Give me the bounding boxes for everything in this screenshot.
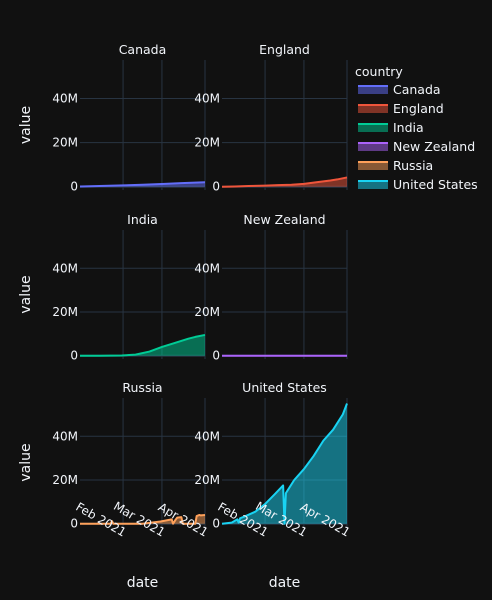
panel-title: United States bbox=[242, 380, 327, 395]
y-axis-title: value bbox=[18, 275, 34, 313]
panel-india: India 0 20M 40M bbox=[52, 212, 206, 363]
series-line-india bbox=[80, 333, 206, 357]
y-tick-label: 40M bbox=[194, 261, 220, 275]
legend-swatch bbox=[358, 124, 388, 132]
y-tick-label: 0 bbox=[70, 180, 78, 194]
panel-title: Russia bbox=[122, 380, 162, 395]
y-tick-label: 20M bbox=[194, 473, 220, 487]
series-line-england bbox=[221, 176, 348, 188]
legend-swatch bbox=[358, 181, 388, 189]
panel-title: Canada bbox=[119, 42, 167, 57]
area-fill-england bbox=[222, 177, 347, 187]
y-tick-label: 0 bbox=[70, 349, 78, 363]
panel-title: New Zealand bbox=[243, 212, 325, 227]
x-axis-title: date bbox=[127, 575, 159, 591]
legend-label: New Zealand bbox=[393, 139, 475, 154]
legend-item-russia[interactable]: Russia bbox=[358, 158, 433, 173]
legend-label: England bbox=[393, 101, 444, 116]
y-axis-title: value bbox=[18, 106, 34, 144]
area-fill-united-states bbox=[222, 403, 347, 524]
legend-item-united-states[interactable]: United States bbox=[358, 177, 478, 192]
panel-title: India bbox=[127, 212, 158, 227]
y-tick-label: 20M bbox=[194, 136, 220, 150]
y-tick-label: 0 bbox=[212, 349, 220, 363]
legend-label: India bbox=[393, 120, 424, 135]
panel-new-zealand: New Zealand 0 20M 40M bbox=[194, 212, 348, 363]
panel-title: England bbox=[259, 42, 310, 57]
y-tick-label: 20M bbox=[52, 305, 78, 319]
x-axis-title: date bbox=[269, 575, 301, 591]
y-tick-label: 0 bbox=[212, 180, 220, 194]
y-axis-title: value bbox=[18, 443, 34, 481]
y-tick-label: 20M bbox=[52, 473, 78, 487]
legend-label: Russia bbox=[393, 158, 433, 173]
y-tick-label: 40M bbox=[52, 92, 78, 106]
series-line-canada bbox=[79, 181, 206, 188]
y-tick-label: 40M bbox=[194, 429, 220, 443]
y-tick-label: 20M bbox=[52, 136, 78, 150]
series-line-russia bbox=[80, 513, 206, 525]
series-line-united-states bbox=[221, 403, 348, 525]
y-tick-label: 40M bbox=[52, 261, 78, 275]
area-fill-india bbox=[80, 334, 205, 356]
legend-swatch bbox=[358, 86, 388, 94]
panel-england: England 0 20M 40M bbox=[194, 42, 348, 194]
legend-swatch bbox=[358, 105, 388, 113]
legend-swatch bbox=[358, 143, 388, 151]
legend-label: Canada bbox=[393, 82, 441, 97]
legend-item-england[interactable]: England bbox=[358, 101, 444, 116]
y-tick-label: 20M bbox=[194, 305, 220, 319]
area-fill-canada bbox=[80, 182, 205, 187]
y-tick-label: 40M bbox=[52, 429, 78, 443]
legend: country Canada England India New Zealand Russ… bbox=[355, 64, 478, 192]
legend-item-india[interactable]: India bbox=[358, 120, 424, 135]
legend-item-canada[interactable]: Canada bbox=[358, 82, 441, 97]
panel-canada: Canada 0 20M 40M bbox=[52, 42, 206, 194]
legend-label: United States bbox=[393, 177, 478, 192]
y-tick-label: 0 bbox=[70, 517, 78, 531]
area-fill-russia bbox=[80, 514, 205, 524]
y-tick-label: 40M bbox=[194, 92, 220, 106]
legend-title: country bbox=[355, 64, 403, 79]
legend-item-new-zealand[interactable]: New Zealand bbox=[358, 139, 475, 154]
legend-swatch bbox=[358, 162, 388, 170]
y-tick-label: 0 bbox=[212, 517, 220, 531]
